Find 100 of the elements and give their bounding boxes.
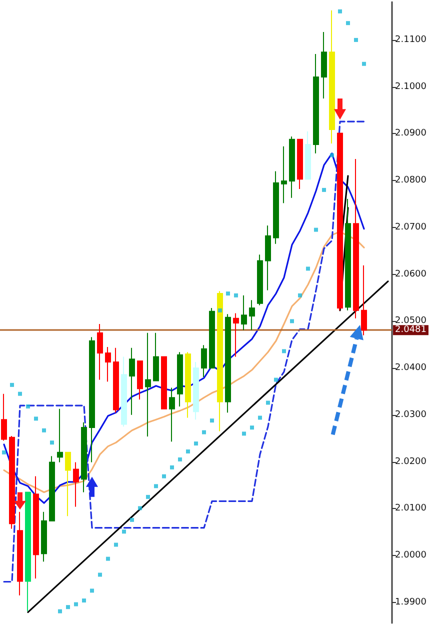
candlestick xyxy=(337,132,343,311)
candlestick xyxy=(353,158,359,319)
point xyxy=(146,494,150,499)
candlestick xyxy=(57,408,63,463)
point xyxy=(2,450,6,454)
point xyxy=(322,188,326,192)
point xyxy=(186,449,190,454)
point xyxy=(18,392,22,396)
y-tick-label: 2.0500 xyxy=(395,316,427,326)
point xyxy=(194,441,198,446)
point xyxy=(258,416,262,420)
point xyxy=(82,598,86,603)
point xyxy=(138,506,142,510)
candlestick xyxy=(105,346,111,382)
point xyxy=(306,266,310,271)
point xyxy=(122,530,126,534)
point xyxy=(50,440,54,445)
point xyxy=(242,432,246,436)
y-tick-label: 1.9900 xyxy=(395,597,427,608)
candlestick xyxy=(297,138,303,190)
candlestick xyxy=(9,435,15,530)
point xyxy=(114,542,118,547)
point xyxy=(338,9,342,14)
point xyxy=(314,228,318,232)
y-tick-label: 2.0900 xyxy=(395,128,427,139)
point xyxy=(250,426,254,430)
candlestick xyxy=(65,452,71,517)
candlestick xyxy=(201,344,207,378)
candlestick xyxy=(193,361,199,420)
point xyxy=(274,378,278,382)
point xyxy=(362,62,366,66)
point xyxy=(346,21,350,26)
point xyxy=(66,605,70,610)
candlestick xyxy=(137,360,143,400)
point xyxy=(98,572,102,577)
point xyxy=(202,430,206,434)
candlestick xyxy=(345,198,351,311)
y-tick-label: 2.1100 xyxy=(395,34,427,45)
candlestick xyxy=(121,356,127,428)
y-tick-label: 2.0800 xyxy=(395,176,427,186)
point xyxy=(266,400,270,405)
y-tick-label: 2.0000 xyxy=(395,550,427,561)
candlestick xyxy=(97,323,103,380)
candlestick xyxy=(321,31,327,100)
y-tick-label: 2.0700 xyxy=(395,222,427,232)
point xyxy=(282,349,286,354)
candlestick xyxy=(273,170,279,244)
candlestick xyxy=(1,393,7,442)
point xyxy=(42,428,46,432)
candlestick xyxy=(225,314,231,414)
candlestick xyxy=(361,264,367,336)
point xyxy=(218,308,222,312)
candlestick xyxy=(265,225,271,291)
y-tick-label: 2.0100 xyxy=(395,504,427,514)
candlestick xyxy=(209,308,215,369)
point xyxy=(74,602,78,606)
point xyxy=(106,556,110,561)
point xyxy=(290,319,294,324)
point xyxy=(170,465,174,470)
point xyxy=(162,474,166,478)
candlestick xyxy=(289,136,295,198)
candlestick xyxy=(241,294,247,331)
point xyxy=(10,382,14,387)
y-tick-label: 2.1000 xyxy=(395,82,427,92)
candlestick xyxy=(233,312,239,358)
point xyxy=(298,293,302,298)
candlestick xyxy=(113,347,119,414)
candlestick xyxy=(161,356,167,410)
candlestick xyxy=(145,332,151,437)
ref-line-label: 2.0481 xyxy=(395,325,426,336)
point xyxy=(330,153,334,158)
candlestick xyxy=(185,352,191,418)
candlestick xyxy=(153,332,159,382)
candlestick xyxy=(41,511,47,562)
point xyxy=(226,292,230,296)
candlestick xyxy=(257,254,263,306)
point xyxy=(130,518,134,522)
candlestick xyxy=(129,347,135,416)
point xyxy=(234,293,238,298)
point xyxy=(354,38,358,42)
candlestick xyxy=(313,54,319,154)
candlestick xyxy=(177,352,183,407)
line-series xyxy=(3,230,365,494)
candlestick xyxy=(33,476,39,579)
candlestick xyxy=(281,146,287,204)
y-tick-label: 2.0600 xyxy=(395,269,427,280)
point xyxy=(210,418,214,423)
point xyxy=(58,609,62,614)
point xyxy=(154,484,158,488)
candlestick xyxy=(249,300,255,331)
line-series xyxy=(3,120,365,583)
point xyxy=(178,457,182,462)
candlestick xyxy=(217,290,223,432)
y-tick-label: 2.0200 xyxy=(395,456,427,467)
candlestick xyxy=(89,336,95,463)
candlestick xyxy=(49,456,55,522)
point xyxy=(34,416,38,421)
y-tick-label: 2.0400 xyxy=(395,363,427,374)
candlestick xyxy=(329,10,335,144)
candlestick xyxy=(81,422,87,493)
